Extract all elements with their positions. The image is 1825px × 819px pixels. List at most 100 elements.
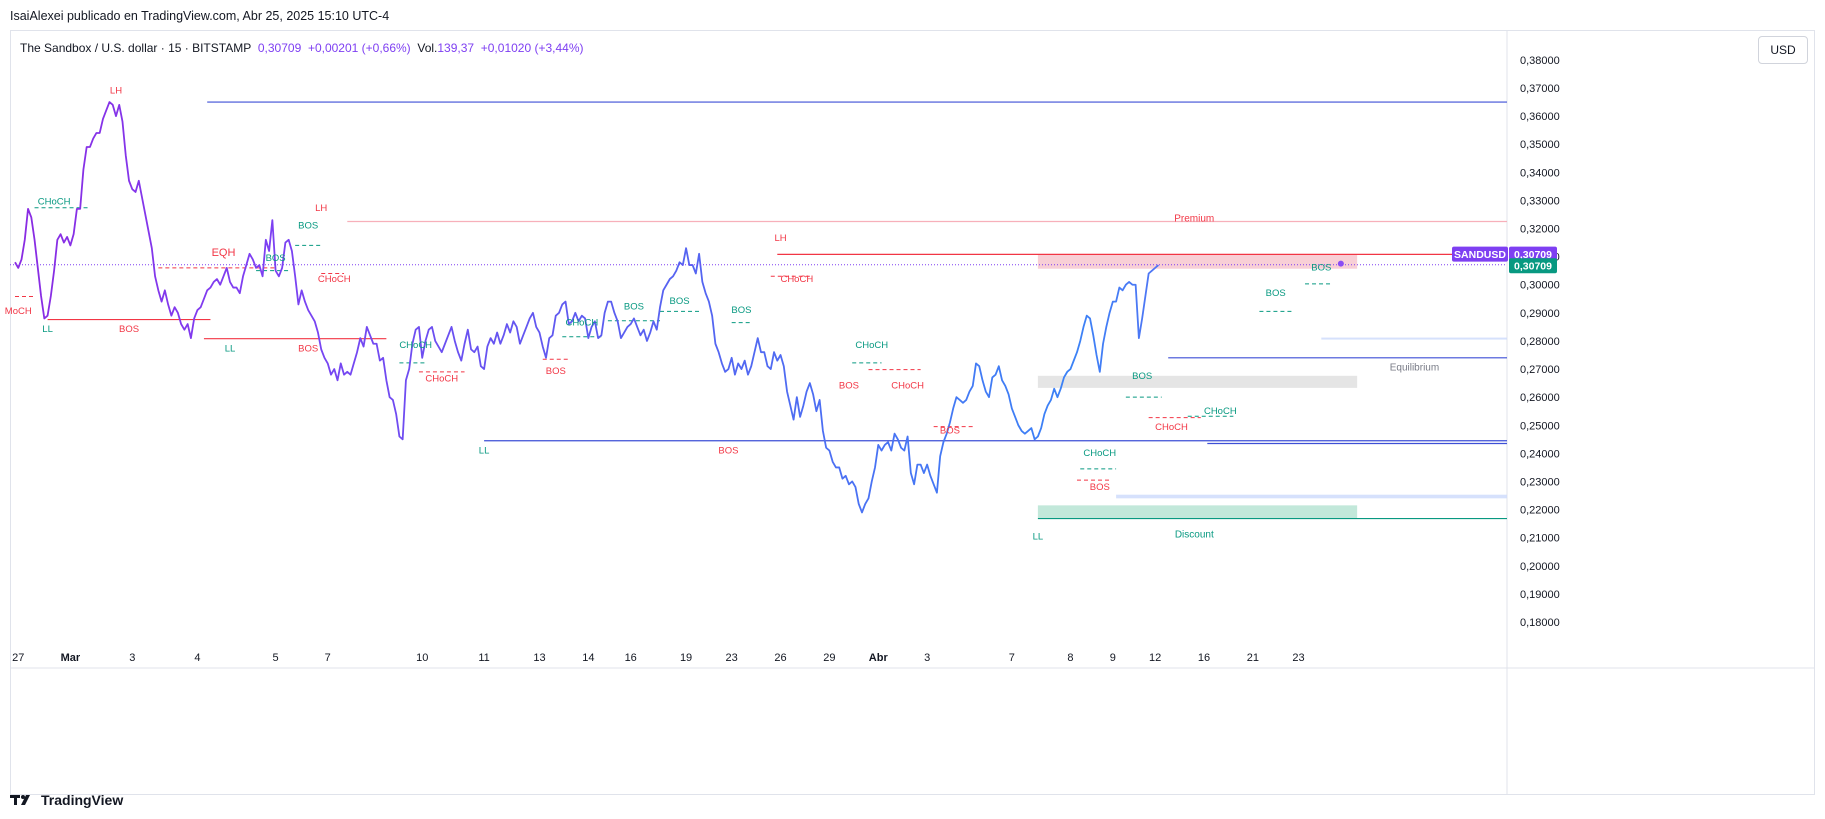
x-tick-label: 13 bbox=[533, 652, 545, 664]
x-tick-label: 4 bbox=[194, 652, 200, 664]
structure-label-eqh: EQH bbox=[212, 247, 236, 259]
symbol-price-box bbox=[1509, 246, 1557, 262]
y-tick-label: 0,18000 bbox=[1520, 617, 1560, 629]
x-tick-label: 7 bbox=[1009, 652, 1015, 664]
structure-label-bos: BOS bbox=[624, 301, 644, 312]
y-tick-label: 0,25000 bbox=[1520, 420, 1560, 432]
structure-label-bos: BOS bbox=[1090, 482, 1110, 493]
y-tick-label: 0,34000 bbox=[1520, 167, 1560, 179]
zone-label-premium: Premium bbox=[1174, 214, 1214, 225]
structure-label-bos: BOS bbox=[119, 324, 139, 335]
x-tick-label: 3 bbox=[924, 652, 930, 664]
x-tick-label: 16 bbox=[625, 652, 637, 664]
structure-label-moch: MoCH bbox=[5, 306, 32, 317]
x-tick-label: 9 bbox=[1110, 652, 1116, 664]
structure-label-choch: CHoCH bbox=[565, 317, 598, 328]
y-tick-label: 0,21000 bbox=[1520, 533, 1560, 545]
volume-value: 139,37 bbox=[437, 41, 475, 55]
x-tick-label: 11 bbox=[478, 652, 489, 664]
y-tick-label: 0,36000 bbox=[1520, 111, 1560, 123]
symbol-header: The Sandbox / U.S. dollar · 15 · BITSTAM… bbox=[20, 41, 584, 55]
structure-label-choch: CHoCH bbox=[1155, 422, 1188, 433]
x-tick-label: 19 bbox=[680, 652, 692, 664]
y-tick-label: 0,27000 bbox=[1520, 364, 1560, 376]
tradingview-logo-text: TradingView bbox=[41, 792, 124, 808]
last-price-label: 0,30709 bbox=[1514, 260, 1552, 272]
x-tick-label: 27 bbox=[12, 652, 24, 664]
y-tick-label: 0,38000 bbox=[1520, 55, 1560, 67]
structure-label-choch: CHoCH bbox=[38, 197, 71, 208]
y-tick-label: 0,22000 bbox=[1520, 505, 1560, 517]
structure-label-lh: LH bbox=[110, 86, 122, 97]
structure-label-choch: CHoCH bbox=[855, 340, 888, 351]
structure-label-lh: LH bbox=[774, 233, 786, 244]
y-tick-label: 0,29000 bbox=[1520, 308, 1560, 320]
chart-frame bbox=[10, 30, 1815, 795]
zone-label-equilibrium: Equilibrium bbox=[1390, 362, 1439, 373]
zone-premium bbox=[1037, 254, 1358, 269]
structure-label-choch: CHoCH bbox=[425, 374, 458, 385]
last-price: 0,30709 bbox=[257, 41, 302, 55]
y-tick-label: 0,24000 bbox=[1520, 448, 1560, 460]
y-tick-label: 0,33000 bbox=[1520, 195, 1560, 207]
structure-label-bos: BOS bbox=[546, 366, 566, 377]
x-tick-label: Mar bbox=[61, 652, 81, 664]
x-tick-label: 7 bbox=[325, 652, 331, 664]
structure-label-bos: BOS bbox=[940, 426, 960, 437]
volume-change: +0,01020 (+3,44%) bbox=[480, 41, 584, 55]
y-tick-label: 0,28000 bbox=[1520, 336, 1560, 348]
symbol-tag-label: SANDUSD bbox=[1454, 249, 1506, 261]
x-tick-label: 23 bbox=[726, 652, 738, 664]
structure-label-choch: CHoCH bbox=[1204, 406, 1237, 417]
y-tick-label: 0,26000 bbox=[1520, 392, 1560, 404]
structure-label-ll: LL bbox=[1033, 532, 1044, 543]
volume-label: Vol. bbox=[417, 41, 438, 55]
structure-label-bos: BOS bbox=[298, 221, 318, 232]
x-tick-label: 12 bbox=[1149, 652, 1161, 664]
structure-label-choch: CHoCH bbox=[1083, 448, 1116, 459]
symbol-tag-box bbox=[1452, 246, 1508, 262]
x-tick-label: Abr bbox=[869, 652, 889, 664]
structure-label-bos: BOS bbox=[839, 381, 859, 392]
price-change: +0,00201 (+0,66%) bbox=[307, 41, 411, 55]
x-tick-label: 3 bbox=[129, 652, 135, 664]
tradingview-logo[interactable]: TradingView bbox=[10, 792, 123, 808]
x-tick-label: 10 bbox=[416, 652, 428, 664]
x-tick-label: 29 bbox=[823, 652, 835, 664]
structure-label-bos: BOS bbox=[1311, 263, 1331, 274]
x-tick-label: 8 bbox=[1067, 652, 1073, 664]
x-tick-label: 16 bbox=[1198, 652, 1210, 664]
structure-label-bos: BOS bbox=[718, 445, 738, 456]
last-price-box bbox=[1509, 258, 1557, 274]
zone-equilibrium bbox=[1037, 375, 1358, 388]
structure-label-lh: LH bbox=[315, 203, 327, 214]
symbol-title[interactable]: The Sandbox / U.S. dollar · 15 · BITSTAM… bbox=[20, 41, 252, 55]
structure-label-bos: BOS bbox=[266, 253, 286, 264]
price-line-series[interactable] bbox=[14, 101, 1160, 514]
structure-label-choch: CHoCH bbox=[780, 274, 813, 285]
x-tick-label: 5 bbox=[273, 652, 279, 664]
y-tick-label: 0,23000 bbox=[1520, 476, 1560, 488]
structure-label-choch: CHoCH bbox=[891, 381, 924, 392]
structure-label-ll: LL bbox=[42, 324, 53, 335]
structure-label-ll: LL bbox=[479, 445, 490, 456]
structure-label-bos: BOS bbox=[298, 344, 318, 355]
x-tick-label: 26 bbox=[774, 652, 786, 664]
y-tick-label: 0,19000 bbox=[1520, 589, 1560, 601]
tradingview-logo-icon bbox=[10, 795, 30, 805]
structure-label-bos: BOS bbox=[670, 296, 690, 307]
y-tick-label: 0,35000 bbox=[1520, 139, 1560, 151]
zone-box-3 bbox=[1321, 337, 1507, 340]
currency-button[interactable]: USD bbox=[1758, 36, 1808, 64]
symbol-price-label: 0,30709 bbox=[1514, 249, 1552, 261]
y-tick-label: 0,30000 bbox=[1520, 280, 1560, 292]
structure-label-bos: BOS bbox=[1132, 371, 1152, 382]
structure-label-choch: CHoCH bbox=[318, 274, 351, 285]
zone-discount bbox=[1037, 505, 1358, 519]
structure-label-choch: CHoCH bbox=[399, 340, 432, 351]
y-tick-label: 0,20000 bbox=[1520, 561, 1560, 573]
y-tick-label: 0,32000 bbox=[1520, 224, 1560, 236]
zone-label-discount: Discount bbox=[1175, 530, 1214, 541]
y-tick-label: 0,37000 bbox=[1520, 83, 1560, 95]
